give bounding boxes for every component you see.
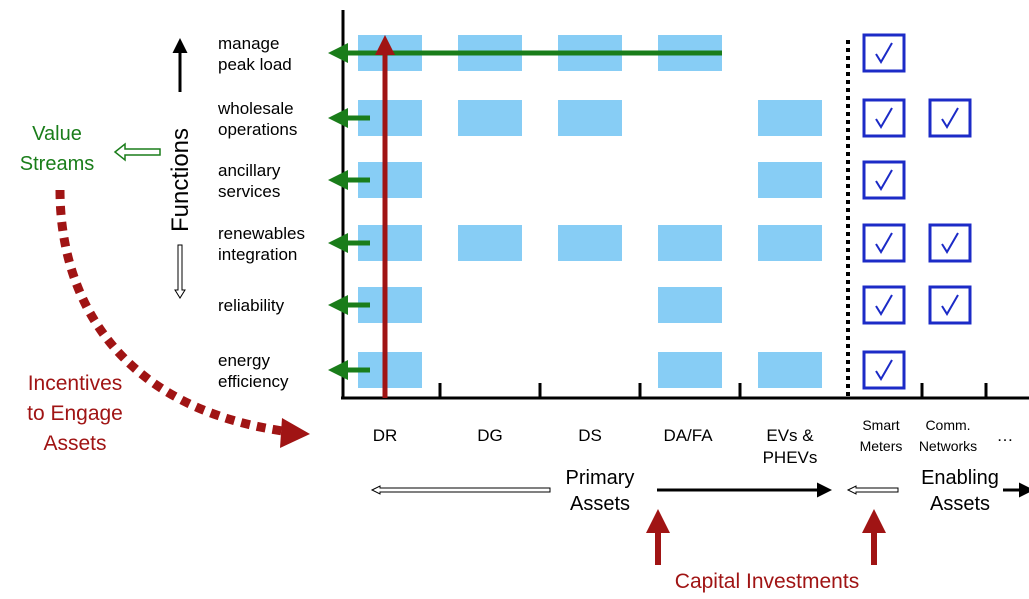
check-box: [862, 98, 906, 138]
asset-label: Comm.: [925, 417, 970, 433]
asset-label: DS: [578, 426, 602, 445]
functions-label: Functions: [167, 128, 194, 232]
primary-assets: Primary: [566, 467, 635, 489]
asset-label: Smart: [862, 417, 899, 433]
check-mark: [875, 294, 893, 316]
check-box: [862, 223, 906, 263]
incentives: Assets: [43, 432, 106, 455]
cell: [658, 225, 722, 261]
cell: [758, 100, 822, 136]
asset-label: EVs &: [766, 426, 814, 445]
enabling-assets: Assets: [930, 493, 990, 515]
function-label: renewables: [218, 224, 305, 243]
check-mark: [941, 232, 959, 254]
function-label: peak load: [218, 55, 292, 74]
function-label: energy: [218, 351, 270, 370]
asset-label: DG: [477, 426, 503, 445]
enabling-left-arrow: [846, 485, 899, 495]
check-mark: [875, 232, 893, 254]
cell: [658, 287, 722, 323]
check-box: [928, 223, 972, 263]
asset-label: DR: [373, 426, 398, 445]
enabling-assets: Enabling: [921, 467, 999, 489]
check-box: [928, 285, 972, 325]
cell: [658, 352, 722, 388]
primary-left-arrow: [370, 485, 551, 495]
incentive-curve: [55, 189, 291, 437]
check-mark: [875, 359, 893, 381]
value-arrows: [328, 43, 722, 380]
function-labels: manage peak load wholesale operations ancill…: [217, 34, 305, 391]
check-box: [862, 285, 906, 325]
function-label: wholesale: [217, 99, 294, 118]
incentive-head: [280, 418, 310, 448]
ticks: [438, 383, 988, 398]
check-box: [862, 350, 906, 390]
function-label: efficiency: [218, 372, 289, 391]
check-box: [862, 33, 906, 73]
check-mark: [875, 169, 893, 191]
function-label: integration: [218, 245, 297, 264]
incentives: Incentives: [28, 372, 123, 395]
cell: [558, 225, 622, 261]
value-streams: Streams: [20, 153, 94, 175]
cell: [558, 100, 622, 136]
asset-label: Meters: [860, 438, 903, 454]
check-mark: [875, 42, 893, 64]
value-arrow: [113, 142, 161, 162]
function-label: reliability: [218, 296, 285, 315]
asset-label: Networks: [919, 438, 977, 454]
value-streams: Value: [32, 123, 82, 145]
function-label: operations: [218, 120, 297, 139]
cell: [758, 162, 822, 198]
check-mark: [941, 294, 959, 316]
asset-label: …: [997, 426, 1014, 445]
capital-investments: Capital Investments: [675, 570, 859, 593]
check-mark: [875, 107, 893, 129]
cell: [458, 100, 522, 136]
primary-assets: Assets: [570, 493, 630, 515]
asset-labels: DR DG DS DA/FA EVs & PHEVs Smart Meters Comm. Net…: [373, 417, 1014, 467]
cells: [358, 33, 972, 390]
function-label: manage: [218, 34, 279, 53]
check-mark: [941, 107, 959, 129]
asset-label: DA/FA: [663, 426, 713, 445]
down-arrow: [174, 244, 186, 299]
incentives: to Engage: [27, 402, 123, 425]
asset-label: PHEVs: [763, 448, 818, 467]
check-box: [862, 160, 906, 200]
function-label: services: [218, 182, 280, 201]
cell: [758, 225, 822, 261]
check-box: [928, 98, 972, 138]
function-label: ancillary: [218, 161, 281, 180]
cell: [758, 352, 822, 388]
cell: [458, 225, 522, 261]
